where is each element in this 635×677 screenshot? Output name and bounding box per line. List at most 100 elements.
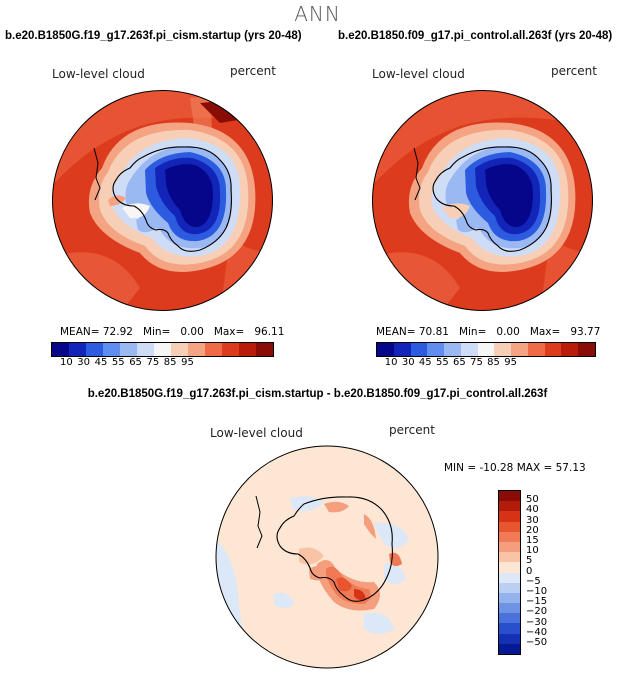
- diff-min-label: MIN =: [444, 462, 477, 474]
- colorbar-swatch: [511, 343, 528, 356]
- panel1-min-label: Min=: [142, 326, 171, 338]
- colorbar-tick-label: 30: [526, 514, 539, 526]
- colorbar-swatch: [499, 491, 520, 502]
- colorbar-tick-label: 85: [163, 357, 177, 368]
- diff-variable-label: Low-level cloud: [210, 426, 303, 440]
- colorbar-swatch: [460, 343, 478, 356]
- panel2-polar-map: [372, 90, 593, 311]
- colorbar-swatch: [527, 343, 545, 356]
- panel1-mean-label: MEAN=: [60, 326, 100, 338]
- panel1-mean-value: 72.92: [102, 326, 133, 338]
- panel2-min-label: Min=: [458, 326, 487, 338]
- colorbar-swatch: [427, 343, 445, 356]
- colorbar-tick-label: −15: [526, 596, 548, 608]
- panel1-colorbar-ticks: 10 30 45 55 65 75 85 95: [51, 357, 272, 371]
- panel2-colorbar: [376, 342, 596, 357]
- colorbar-swatch: [499, 633, 520, 644]
- colorbar-swatch: [222, 343, 239, 356]
- colorbar-tick-label: 5: [526, 555, 533, 567]
- colorbar-swatch: [377, 343, 394, 356]
- colorbar-tick-label: 45: [418, 357, 432, 368]
- panel1-colorbar: [51, 342, 274, 357]
- colorbar-tick-label: −5: [526, 575, 541, 587]
- colorbar-tick-label: 95: [504, 357, 517, 368]
- colorbar-swatch: [499, 643, 520, 654]
- diff-units-label: percent: [389, 423, 435, 437]
- panel1-max-label: Max=: [213, 326, 245, 338]
- colorbar-swatch: [52, 343, 69, 356]
- colorbar-swatch: [256, 343, 273, 356]
- diff-colorbar-ticks: 50 40 30 20 15 10 5 0 −5 −10 −15 −20 −30 −40 −50: [524, 490, 564, 666]
- colorbar-tick-label: 0: [526, 565, 533, 577]
- panel2-units-label: percent: [551, 64, 597, 78]
- colorbar-tick-label: 10: [60, 357, 73, 368]
- diff-min-max: MIN = -10.28 MAX = 57.13: [444, 462, 586, 474]
- colorbar-swatch: [561, 343, 579, 356]
- colorbar-swatch: [137, 343, 154, 356]
- colorbar-swatch: [499, 592, 520, 604]
- colorbar-swatch: [69, 343, 86, 356]
- colorbar-swatch: [499, 552, 520, 563]
- diff-colorbar: [498, 490, 521, 655]
- diff-max-label: MAX =: [516, 462, 553, 474]
- panel1-case-title: b.e20.B1850G.f19_g17.263f.pi_cism.startu…: [5, 30, 302, 42]
- colorbar-tick-label: 55: [111, 357, 125, 368]
- panel2-max-label: Max=: [529, 326, 561, 338]
- colorbar-tick-label: 75: [146, 357, 160, 368]
- colorbar-tick-label: 65: [453, 357, 466, 368]
- colorbar-swatch: [499, 623, 520, 634]
- colorbar-tick-label: 20: [526, 524, 539, 536]
- colorbar-tick-label: −20: [526, 606, 548, 618]
- colorbar-swatch: [154, 343, 171, 356]
- panel1-polar-map: [52, 90, 273, 311]
- colorbar-swatch: [477, 343, 495, 356]
- colorbar-swatch: [499, 562, 520, 573]
- diff-min-value: -10.28: [479, 462, 514, 474]
- panel2-case-title: b.e20.B1850.f09_g17.pi_control.all.263f …: [338, 30, 613, 42]
- panel1-max-value: 96.11: [254, 326, 285, 338]
- colorbar-tick-label: −40: [526, 626, 548, 638]
- colorbar-swatch: [499, 613, 520, 624]
- colorbar-swatch: [494, 343, 512, 356]
- colorbar-swatch: [499, 541, 520, 553]
- colorbar-swatch: [205, 343, 222, 356]
- colorbar-swatch: [120, 343, 137, 356]
- colorbar-swatch: [188, 343, 205, 356]
- colorbar-tick-label: 15: [526, 535, 539, 546]
- colorbar-swatch: [499, 521, 520, 532]
- colorbar-tick-label: 75: [470, 357, 483, 368]
- colorbar-tick-label: 65: [129, 357, 142, 368]
- colorbar-swatch: [499, 511, 520, 522]
- colorbar-swatch: [499, 582, 520, 593]
- colorbar-tick-label: 50: [526, 494, 539, 506]
- colorbar-tick-label: 30: [401, 357, 415, 368]
- colorbar-tick-label: 55: [435, 357, 449, 368]
- colorbar-tick-label: −10: [526, 586, 548, 597]
- diff-polar-map: [215, 445, 439, 669]
- panel2-mean-label: MEAN=: [376, 326, 416, 338]
- colorbar-tick-label: 95: [181, 357, 194, 368]
- colorbar-swatch: [499, 572, 520, 583]
- panel2-variable-label: Low-level cloud: [372, 67, 465, 81]
- panel2-colorbar-ticks: 10 30 45 55 65 75 85 95: [376, 357, 594, 371]
- colorbar-swatch: [86, 343, 103, 356]
- panel2-stats: MEAN= 70.81 Min= 0.00 Max= 93.77: [376, 326, 600, 338]
- colorbar-swatch: [544, 343, 562, 356]
- panel1-variable-label: Low-level cloud: [52, 67, 145, 81]
- colorbar-swatch: [239, 343, 256, 356]
- colorbar-swatch: [499, 501, 520, 512]
- colorbar-tick-label: 10: [526, 545, 539, 557]
- colorbar-tick-label: 85: [487, 357, 500, 368]
- colorbar-tick-label: −50: [526, 637, 548, 648]
- panel2-mean-value: 70.81: [418, 326, 449, 338]
- panel2-max-value: 93.77: [570, 326, 601, 338]
- colorbar-swatch: [103, 343, 120, 356]
- colorbar-tick-label: 45: [94, 357, 108, 368]
- colorbar-tick-label: −30: [526, 616, 548, 628]
- colorbar-tick-label: 30: [77, 357, 91, 368]
- colorbar-tick-label: 40: [526, 504, 539, 516]
- colorbar-swatch: [410, 343, 428, 356]
- panel1-min-value: 0.00: [180, 326, 204, 338]
- colorbar-swatch: [499, 531, 520, 542]
- colorbar-swatch: [171, 343, 188, 356]
